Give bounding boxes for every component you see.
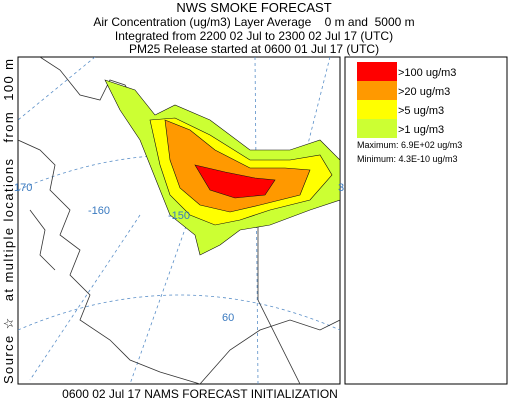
minimum: Minimum: 4.3E-10 ug/m3	[357, 154, 458, 164]
subtitle: Air Concentration (ug/m3) Layer Average …	[93, 15, 414, 29]
map-label: -150	[168, 210, 190, 222]
legend-swatch	[357, 119, 397, 138]
legend-swatch	[357, 81, 397, 100]
legend-swatch	[357, 100, 397, 119]
legend-swatch	[357, 62, 397, 81]
coastline	[18, 139, 201, 384]
smoke-gt20	[164, 119, 311, 213]
legend-label: >100 ug/m3	[398, 67, 456, 79]
smoke-gt100	[194, 164, 276, 199]
map: 170 -160 -150 60 30	[14, 56, 350, 385]
legend-label: >20 ug/m3	[398, 86, 450, 98]
title: NWS SMOKE FORECAST	[176, 0, 331, 15]
legend: Maximum: 6.9E+02 ug/m3 Minimum: 4.3E-10 …	[344, 56, 508, 385]
map-label: 60	[222, 312, 234, 324]
coastline	[199, 319, 340, 384]
map-label: 170	[14, 182, 32, 194]
source-label: Source ☆ at multiple locations from 100 …	[1, 59, 16, 384]
legend-label: >1 ug/m3	[398, 124, 444, 136]
subtitle: PM25 Release started at 0600 01 Jul 17 (…	[129, 42, 379, 56]
footer: 0600 02 Jul 17 NAMS FORECAST INITIALIZAT…	[62, 387, 338, 401]
subtitle: Integrated from 2200 02 Jul to 2300 02 J…	[115, 29, 393, 43]
map-label: -160	[88, 205, 110, 217]
coastline	[29, 209, 56, 271]
border	[257, 200, 301, 384]
graticule	[18, 57, 96, 121]
legend-label: >5 ug/m3	[398, 105, 444, 117]
maximum: Maximum: 6.9E+02 ug/m3	[357, 140, 462, 150]
